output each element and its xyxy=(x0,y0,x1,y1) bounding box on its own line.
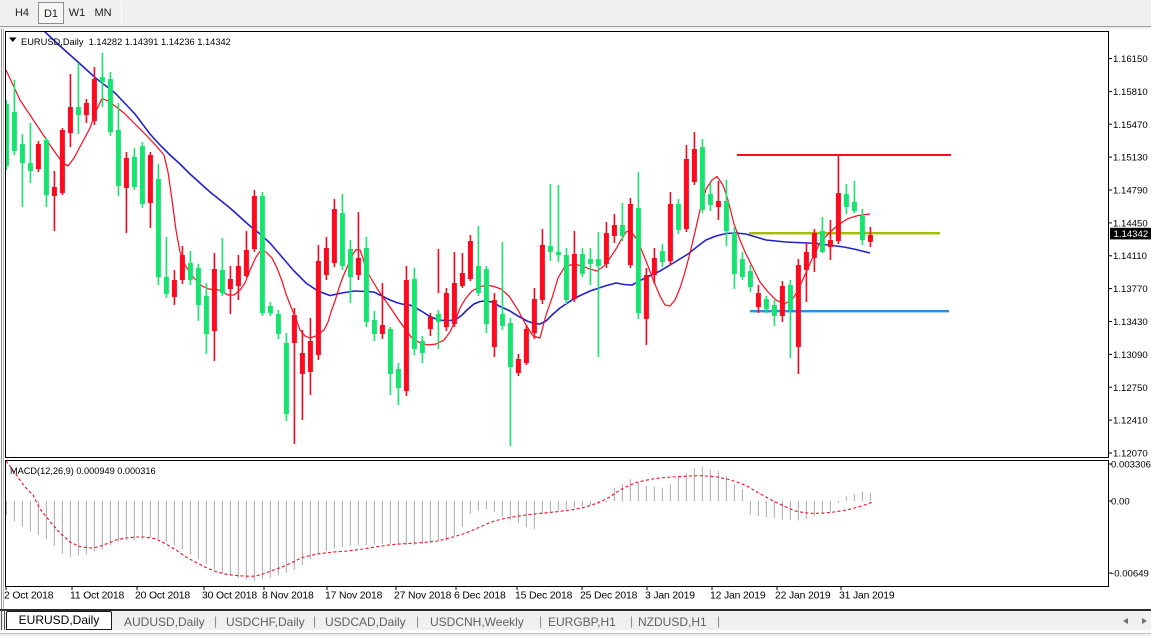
svg-text:11 Oct 2018: 11 Oct 2018 xyxy=(70,591,125,602)
svg-text:MACD(12,26,9) 0.000949 0.00031: MACD(12,26,9) 0.000949 0.000316 xyxy=(10,466,156,476)
svg-text:6 Dec 2018: 6 Dec 2018 xyxy=(454,591,506,602)
svg-text:20 Oct 2018: 20 Oct 2018 xyxy=(135,591,190,602)
svg-text:0.00: 0.00 xyxy=(1111,497,1130,508)
svg-text:-0.00649: -0.00649 xyxy=(1111,569,1149,580)
svg-text:1.12750: 1.12750 xyxy=(1113,383,1148,394)
svg-text:25 Dec 2018: 25 Dec 2018 xyxy=(580,591,638,602)
svg-text:1.12410: 1.12410 xyxy=(1113,416,1148,427)
svg-text:1.14790: 1.14790 xyxy=(1113,186,1148,197)
svg-text:27 Nov 2018: 27 Nov 2018 xyxy=(394,591,452,602)
svg-text:0.003306: 0.003306 xyxy=(1111,460,1151,471)
svg-text:22 Jan 2019: 22 Jan 2019 xyxy=(775,591,831,602)
svg-text:1.13770: 1.13770 xyxy=(1113,284,1148,295)
svg-text:17 Nov 2018: 17 Nov 2018 xyxy=(325,591,383,602)
svg-text:1.13430: 1.13430 xyxy=(1113,317,1148,328)
svg-text:1.14110: 1.14110 xyxy=(1113,251,1147,262)
svg-text:1.14342: 1.14342 xyxy=(1114,229,1149,240)
svg-text:1.15810: 1.15810 xyxy=(1113,87,1148,98)
svg-text:1.14450: 1.14450 xyxy=(1113,218,1148,229)
svg-text:30 Oct 2018: 30 Oct 2018 xyxy=(202,591,257,602)
svg-text:3 Jan 2019: 3 Jan 2019 xyxy=(645,591,695,602)
svg-text:31 Jan 2019: 31 Jan 2019 xyxy=(839,591,895,602)
svg-text:2 Oct 2018: 2 Oct 2018 xyxy=(4,591,54,602)
svg-text:12 Jan 2019: 12 Jan 2019 xyxy=(710,591,766,602)
svg-text:8 Nov 2018: 8 Nov 2018 xyxy=(262,591,314,602)
svg-text:1.15130: 1.15130 xyxy=(1113,153,1148,164)
svg-text:1.15470: 1.15470 xyxy=(1113,120,1148,131)
svg-text:1.16150: 1.16150 xyxy=(1113,54,1148,65)
svg-text:1.12070: 1.12070 xyxy=(1113,449,1148,460)
svg-text:15 Dec 2018: 15 Dec 2018 xyxy=(515,591,573,602)
svg-text:EURUSD,Daily 1.14282 1.14391: EURUSD,Daily 1.14282 1.14391 1.14236 1.1… xyxy=(21,37,231,47)
svg-text:1.13090: 1.13090 xyxy=(1113,350,1148,361)
